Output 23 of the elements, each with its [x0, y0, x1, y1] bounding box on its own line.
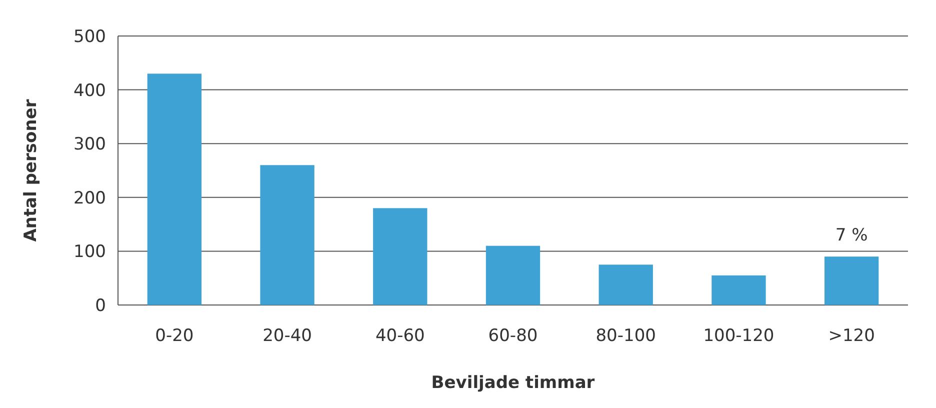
x-tick-label: 40-60: [375, 326, 425, 346]
y-tick-label: 500: [74, 26, 106, 47]
x-tick-label: 60-80: [488, 326, 538, 346]
x-tick-label: >120: [828, 326, 875, 346]
bar: [824, 256, 879, 305]
y-tick-label: 300: [74, 134, 106, 155]
bar: [598, 264, 653, 305]
x-axis-title: Beviljade timmar: [431, 373, 596, 393]
bar: [260, 165, 314, 305]
bar: [147, 74, 202, 305]
y-tick-label: 0: [95, 296, 106, 316]
bar: [373, 208, 428, 305]
x-tick-label: 80-100: [596, 326, 656, 346]
bar: [712, 275, 766, 305]
annotation: 7 %: [835, 226, 868, 246]
x-tick-label: 20-40: [262, 326, 312, 346]
x-tick-label: 0-20: [155, 326, 194, 346]
bar: [486, 246, 540, 305]
x-tick-label: 100-120: [703, 326, 774, 346]
y-tick-label: 200: [74, 188, 106, 208]
y-axis-title: Antal personer: [21, 98, 41, 242]
y-tick-label: 100: [74, 242, 106, 262]
y-tick-label: 400: [74, 80, 106, 101]
